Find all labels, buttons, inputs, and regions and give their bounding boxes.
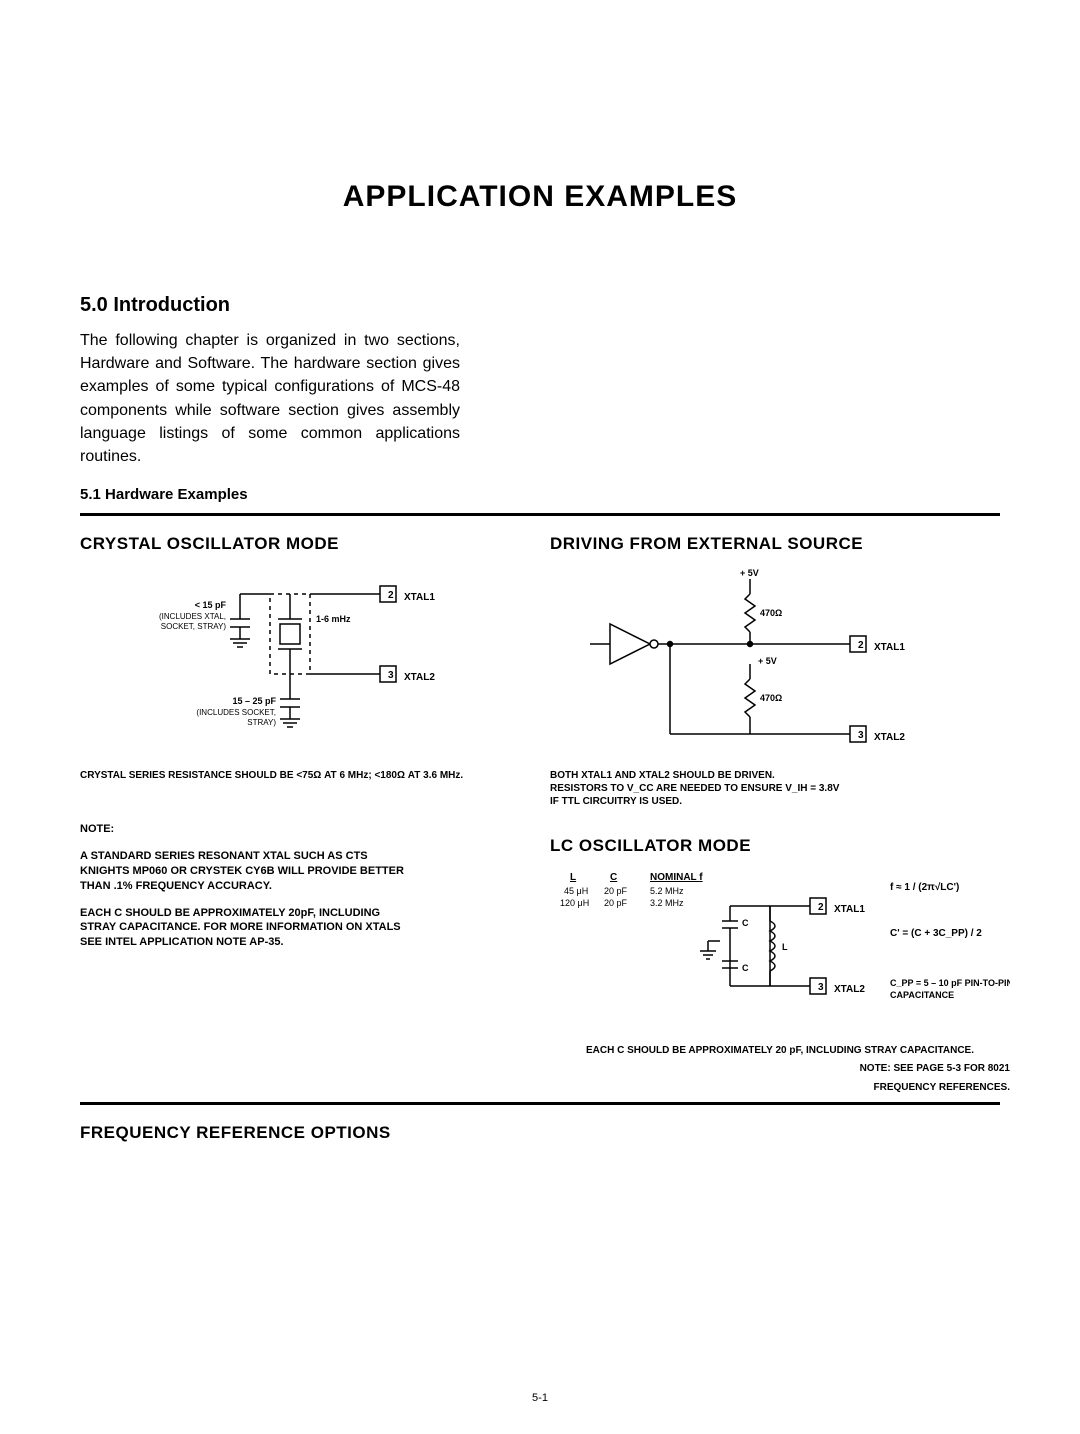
svg-text:< 15 pF: < 15 pF: [195, 600, 227, 610]
svg-text:C: C: [610, 872, 617, 883]
svg-text:NOMINAL f: NOMINAL f: [650, 872, 703, 883]
hardware-examples-heading: 5.1 Hardware Examples: [80, 486, 1000, 503]
note-block: NOTE: A STANDARD SERIES RESONANT XTAL SU…: [80, 822, 410, 950]
svg-text:15 – 25 pF: 15 – 25 pF: [232, 696, 276, 706]
svg-text:C: C: [742, 963, 749, 973]
svg-text:20 pF: 20 pF: [604, 898, 628, 908]
svg-text:2: 2: [858, 640, 864, 651]
lc-seepage-1: NOTE: SEE PAGE 5-3 FOR 8021: [550, 1062, 1010, 1075]
svg-text:C_PP = 5 – 10 pF PIN-TO-PIN: C_PP = 5 – 10 pF PIN-TO-PIN: [890, 978, 1010, 988]
svg-text:XTAL1: XTAL1: [834, 904, 865, 915]
lc-seepage-2: FREQUENCY REFERENCES.: [550, 1081, 1010, 1094]
svg-text:+ 5V: + 5V: [740, 568, 759, 578]
crystal-schematic: 2 XTAL1 3 XTAL2 1-6 mHz < 15 pF (INCLUDE…: [80, 564, 520, 764]
svg-text:XTAL2: XTAL2: [874, 732, 905, 743]
note-p2: EACH C SHOULD BE APPROXIMATELY 20pF, INC…: [80, 906, 410, 951]
crystal-series-note: CRYSTAL SERIES RESISTANCE SHOULD BE <75Ω…: [80, 769, 520, 782]
page-number: 5-1: [0, 1392, 1080, 1404]
svg-text:3: 3: [858, 730, 864, 741]
svg-text:C: C: [742, 918, 749, 928]
svg-text:XTAL2: XTAL2: [404, 672, 435, 683]
svg-text:L: L: [782, 942, 788, 952]
svg-text:3: 3: [818, 982, 824, 993]
svg-text:470Ω: 470Ω: [760, 608, 782, 618]
svg-text:L: L: [570, 872, 576, 883]
svg-text:C' = (C + 3C_PP) / 2: C' = (C + 3C_PP) / 2: [890, 928, 982, 939]
svg-text:20 pF: 20 pF: [604, 886, 628, 896]
svg-text:XTAL2: XTAL2: [834, 984, 865, 995]
svg-text:3.2 MHz: 3.2 MHz: [650, 898, 684, 908]
figure-row-1: CRYSTAL OSCILLATOR MODE: [80, 534, 1000, 1094]
svg-text:5.2 MHz: 5.2 MHz: [650, 886, 684, 896]
crystal-oscillator-figure: CRYSTAL OSCILLATOR MODE: [80, 534, 520, 1094]
intro-paragraph: The following chapter is organized in tw…: [80, 329, 460, 468]
intro-heading: 5.0 Introduction: [80, 294, 1000, 317]
external-note-2: RESISTORS TO V_CC ARE NEEDED TO ENSURE V…: [550, 782, 1010, 795]
svg-text:+ 5V: + 5V: [758, 656, 777, 666]
page-title: APPLICATION EXAMPLES: [80, 180, 1000, 214]
lc-schematic: L C NOMINAL f 45 μH 20 pF 5.2 MHz 120 μH…: [550, 866, 1010, 1036]
svg-text:45 μH: 45 μH: [564, 886, 588, 896]
freq-ref-title: FREQUENCY REFERENCE OPTIONS: [80, 1123, 1000, 1143]
lc-title: LC OSCILLATOR MODE: [550, 836, 1010, 856]
divider-rule: [80, 513, 1000, 516]
svg-text:2: 2: [388, 590, 394, 601]
right-column: DRIVING FROM EXTERNAL SOURCE: [550, 534, 1010, 1094]
note-p1: A STANDARD SERIES RESONANT XTAL SUCH AS …: [80, 849, 410, 894]
svg-text:CAPACITANCE: CAPACITANCE: [890, 990, 954, 1000]
svg-text:2: 2: [818, 902, 824, 913]
external-schematic: + 5V 470Ω + 5V 470Ω 2 XTAL1 3 XTAL2: [550, 564, 990, 764]
svg-text:(INCLUDES SOCKET,: (INCLUDES SOCKET,: [196, 708, 276, 717]
svg-text:STRAY): STRAY): [247, 718, 276, 727]
svg-text:XTAL1: XTAL1: [874, 642, 905, 653]
divider-rule-2: [80, 1102, 1000, 1105]
external-note-3: IF TTL CIRCUITRY IS USED.: [550, 795, 1010, 808]
svg-text:3: 3: [388, 670, 394, 681]
external-note-1: BOTH XTAL1 AND XTAL2 SHOULD BE DRIVEN.: [550, 769, 1010, 782]
svg-text:1-6 mHz: 1-6 mHz: [316, 614, 351, 624]
crystal-title: CRYSTAL OSCILLATOR MODE: [80, 534, 520, 554]
svg-text:120 μH: 120 μH: [560, 898, 589, 908]
lc-caption: EACH C SHOULD BE APPROXIMATELY 20 pF, IN…: [550, 1045, 1010, 1056]
svg-text:470Ω: 470Ω: [760, 693, 782, 703]
note-heading: NOTE:: [80, 822, 410, 837]
svg-text:(INCLUDES XTAL,: (INCLUDES XTAL,: [159, 612, 226, 621]
svg-text:XTAL1: XTAL1: [404, 592, 435, 603]
external-source-title: DRIVING FROM EXTERNAL SOURCE: [550, 534, 1010, 554]
svg-text:SOCKET, STRAY): SOCKET, STRAY): [161, 622, 227, 631]
svg-text:f ≈ 1 / (2π√LC'): f ≈ 1 / (2π√LC'): [890, 882, 959, 893]
